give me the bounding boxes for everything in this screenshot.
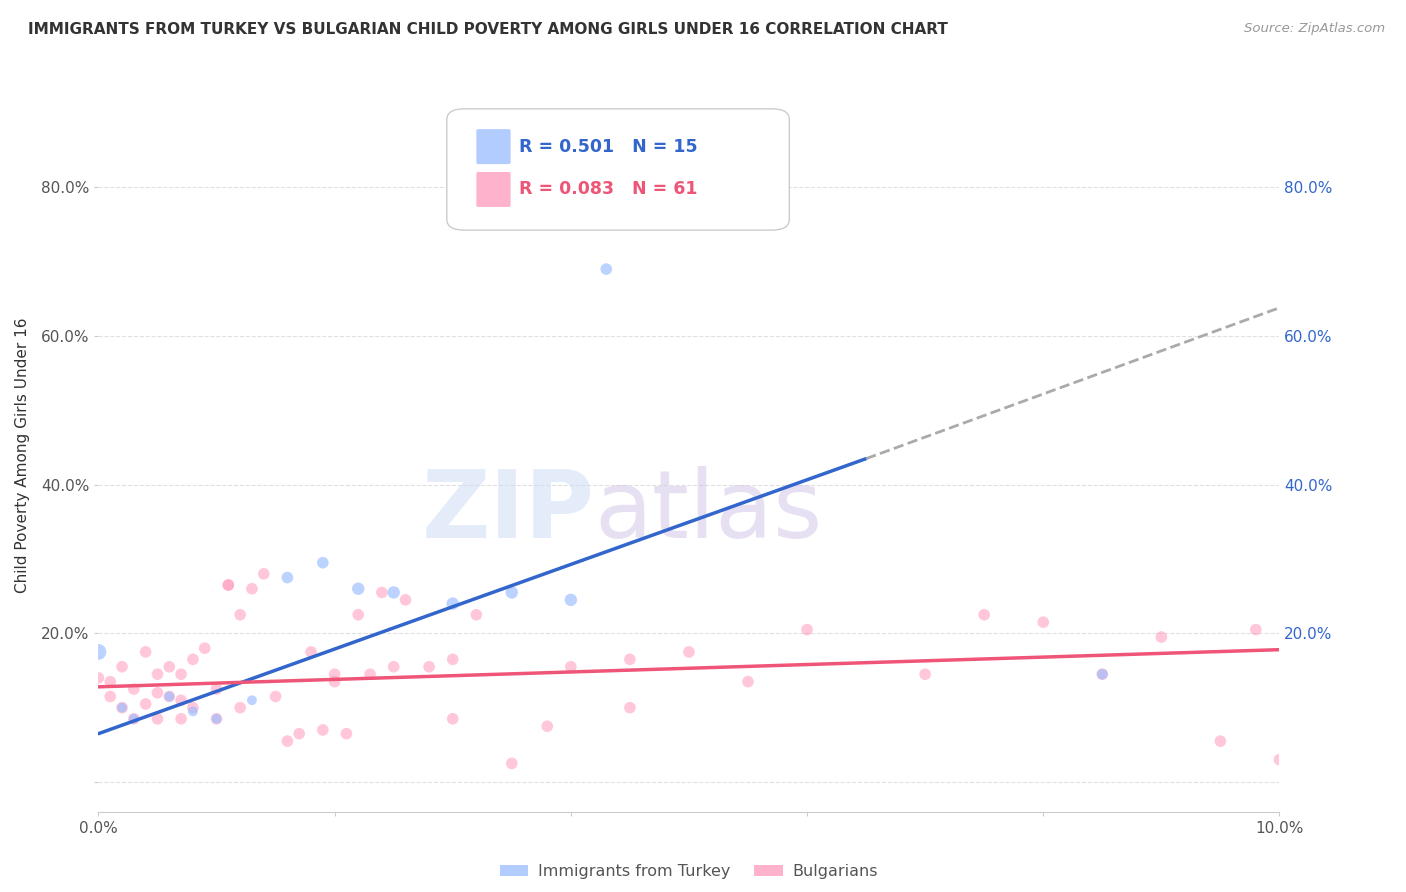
Point bbox=[619, 700, 641, 714]
Point bbox=[98, 674, 121, 689]
Point bbox=[501, 756, 523, 771]
Point bbox=[323, 667, 346, 681]
Point bbox=[323, 674, 346, 689]
Point bbox=[135, 697, 157, 711]
Text: ZIP: ZIP bbox=[422, 466, 595, 558]
Point bbox=[973, 607, 995, 622]
Point bbox=[737, 674, 759, 689]
Point bbox=[276, 571, 298, 585]
Point bbox=[253, 566, 276, 581]
Point bbox=[1244, 623, 1267, 637]
Point bbox=[288, 726, 311, 740]
Point bbox=[264, 690, 287, 704]
Point bbox=[111, 700, 134, 714]
Point bbox=[560, 660, 582, 674]
Text: IMMIGRANTS FROM TURKEY VS BULGARIAN CHILD POVERTY AMONG GIRLS UNDER 16 CORRELATI: IMMIGRANTS FROM TURKEY VS BULGARIAN CHIL… bbox=[28, 22, 948, 37]
Point bbox=[394, 592, 416, 607]
Point bbox=[87, 645, 110, 659]
Point bbox=[205, 712, 228, 726]
Point bbox=[122, 712, 145, 726]
Point bbox=[441, 597, 464, 611]
Point bbox=[194, 641, 217, 656]
Point bbox=[229, 700, 252, 714]
FancyBboxPatch shape bbox=[477, 129, 510, 164]
Point bbox=[146, 686, 169, 700]
Point bbox=[157, 690, 180, 704]
Point bbox=[1032, 615, 1054, 630]
Point bbox=[619, 652, 641, 666]
Point bbox=[359, 667, 381, 681]
Point bbox=[501, 585, 523, 599]
Point bbox=[1209, 734, 1232, 748]
Point bbox=[347, 582, 370, 596]
Point bbox=[1091, 667, 1114, 681]
Point bbox=[135, 645, 157, 659]
Point bbox=[181, 700, 204, 714]
Point bbox=[240, 693, 263, 707]
Point bbox=[240, 582, 263, 596]
Point bbox=[181, 652, 204, 666]
Point bbox=[122, 681, 145, 696]
Point bbox=[371, 585, 394, 599]
Point bbox=[217, 578, 239, 592]
Point bbox=[914, 667, 936, 681]
Point bbox=[335, 726, 357, 740]
Point bbox=[170, 712, 193, 726]
Point bbox=[229, 607, 252, 622]
Y-axis label: Child Poverty Among Girls Under 16: Child Poverty Among Girls Under 16 bbox=[15, 318, 30, 592]
Point bbox=[536, 719, 558, 733]
Text: Source: ZipAtlas.com: Source: ZipAtlas.com bbox=[1244, 22, 1385, 36]
Point bbox=[418, 660, 440, 674]
Point bbox=[170, 667, 193, 681]
Point bbox=[1091, 667, 1114, 681]
Point bbox=[146, 712, 169, 726]
Point bbox=[181, 705, 204, 719]
Point bbox=[111, 700, 134, 714]
Point bbox=[276, 734, 298, 748]
Point bbox=[441, 652, 464, 666]
Point bbox=[560, 592, 582, 607]
Point bbox=[299, 645, 322, 659]
Point bbox=[146, 667, 169, 681]
Point bbox=[157, 690, 180, 704]
Point bbox=[87, 671, 110, 685]
Point bbox=[122, 712, 145, 726]
Point bbox=[1150, 630, 1173, 644]
Point bbox=[312, 723, 335, 737]
Text: R = 0.083   N = 61: R = 0.083 N = 61 bbox=[519, 180, 697, 198]
Legend: Immigrants from Turkey, Bulgarians: Immigrants from Turkey, Bulgarians bbox=[494, 858, 884, 886]
Point bbox=[205, 712, 228, 726]
Point bbox=[170, 693, 193, 707]
Point bbox=[465, 607, 488, 622]
Point bbox=[382, 585, 405, 599]
Point bbox=[382, 660, 405, 674]
Point bbox=[595, 262, 617, 277]
Point bbox=[217, 578, 239, 592]
Point bbox=[157, 660, 180, 674]
Point bbox=[312, 556, 335, 570]
Text: R = 0.501   N = 15: R = 0.501 N = 15 bbox=[519, 137, 697, 155]
Text: atlas: atlas bbox=[595, 466, 823, 558]
Point bbox=[1268, 753, 1291, 767]
Point bbox=[111, 660, 134, 674]
Point bbox=[98, 690, 121, 704]
Point bbox=[205, 681, 228, 696]
FancyBboxPatch shape bbox=[477, 172, 510, 207]
Point bbox=[796, 623, 818, 637]
Point bbox=[678, 645, 700, 659]
Point bbox=[347, 607, 370, 622]
FancyBboxPatch shape bbox=[447, 109, 789, 230]
Point bbox=[441, 712, 464, 726]
